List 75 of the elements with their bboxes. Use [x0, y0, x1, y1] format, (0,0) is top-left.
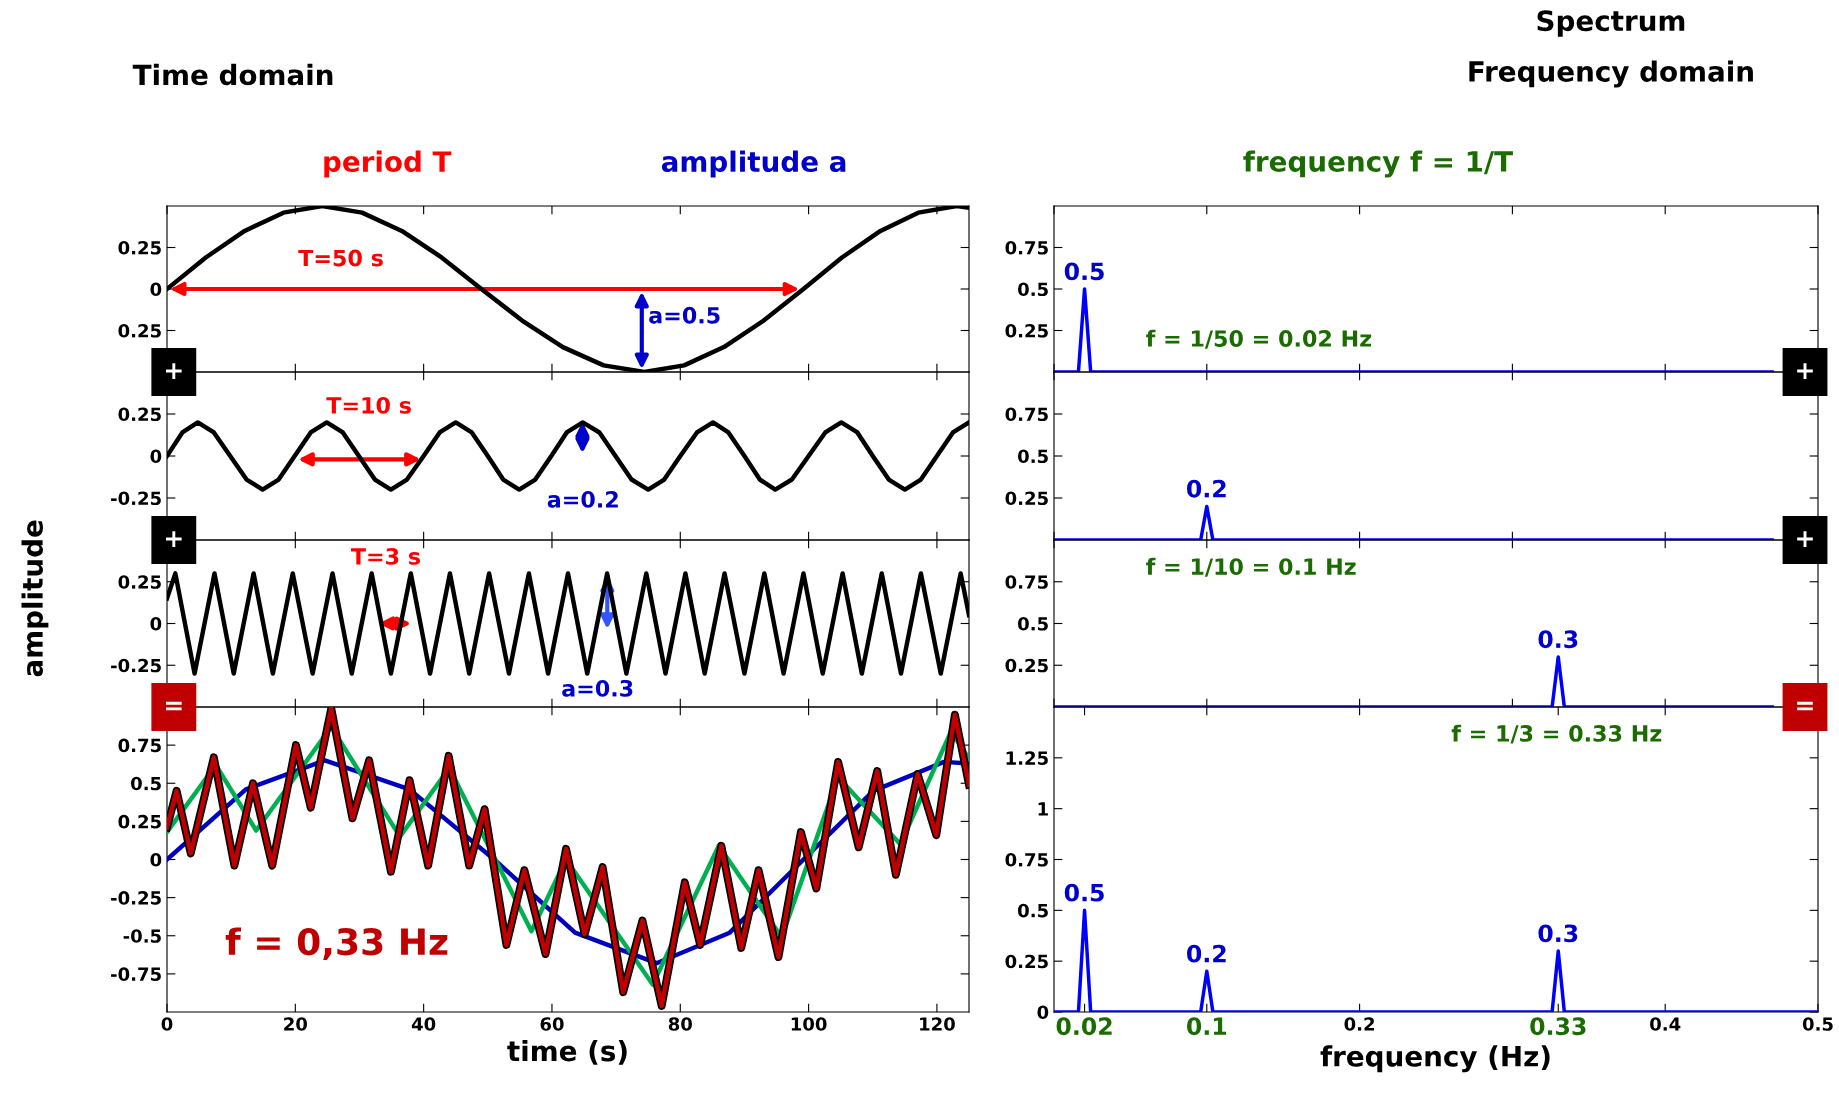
x-tick-label: 20: [284, 1017, 308, 1031]
annotation: T=10 s: [326, 396, 411, 414]
y-tick-label: 0.5: [1018, 903, 1048, 918]
annotation: a=0.5: [649, 306, 720, 324]
chart-title: Time domain: [132, 63, 333, 86]
annotation: 0.2: [1187, 479, 1226, 498]
annotation: f = 1/50 = 0.02 Hz: [1146, 329, 1372, 349]
x-tick-label: 0.02: [1056, 1017, 1112, 1036]
annotation: +: [1797, 363, 1813, 379]
annotation: +: [1797, 531, 1813, 547]
annotation: =: [165, 701, 182, 711]
annotation: 0.5: [1064, 883, 1104, 902]
y-tick-label: -0.5: [123, 929, 161, 943]
x-tick-label: 0.4: [1650, 1017, 1681, 1031]
x-tick-label: 0: [161, 1017, 173, 1031]
y-tick-label: 1: [1038, 802, 1048, 816]
x-axis-title: time (s): [507, 1039, 627, 1065]
annotation: T=3 s: [350, 548, 420, 565]
y-tick-label: 0.75: [1005, 852, 1048, 867]
x-tick-label: 80: [668, 1017, 692, 1031]
y-tick-label: 0.25: [118, 407, 161, 422]
x-tick-label: 0.33: [1530, 1017, 1586, 1036]
annotation: +: [165, 531, 182, 547]
annotation: T=50 s: [298, 249, 383, 267]
y-tick-label: -0.75: [111, 967, 161, 981]
y-tick-label: 0: [150, 852, 162, 867]
chart-title: Spectrum: [1537, 10, 1685, 37]
annotation: f = 1/3 = 0.33 Hz: [1451, 724, 1662, 744]
annotation: +: [165, 363, 182, 379]
x-tick-label: 40: [411, 1017, 436, 1031]
y-tick-label: 0.25: [118, 323, 161, 338]
y-tick-label: 0.5: [1018, 449, 1048, 464]
text: frequency f = 1/T: [1243, 150, 1513, 178]
x-tick-label: 120: [920, 1017, 955, 1031]
x-tick-label: 0.5: [1802, 1017, 1833, 1031]
x-tick-label: 0.2: [1344, 1017, 1375, 1031]
y-tick-label: -0.25: [111, 891, 161, 905]
text: amplitude a: [661, 150, 846, 178]
y-axis-title: amplitude: [21, 520, 49, 677]
y-tick-label: 0: [150, 616, 162, 631]
y-tick-label: 0: [1037, 1005, 1049, 1020]
text: period T: [324, 150, 452, 178]
y-tick-label: 0.75: [1005, 240, 1048, 255]
y-tick-label: 0.25: [1005, 954, 1048, 969]
x-tick-label: 60: [540, 1017, 564, 1031]
y-tick-label: -0.25: [111, 658, 161, 673]
annotation: f = 0,33 Hz: [225, 927, 448, 960]
annotation: 0.3: [1538, 630, 1578, 649]
y-tick-label: 1.25: [1006, 751, 1048, 765]
y-tick-label: 0.5: [131, 776, 161, 791]
annotation: f = 1/10 = 0.1 Hz: [1146, 557, 1356, 577]
x-tick-label: 0.1: [1187, 1017, 1227, 1036]
y-tick-label: 0.25: [118, 240, 161, 255]
y-tick-label: 0.75: [118, 738, 161, 753]
y-tick-label: 0: [150, 282, 162, 297]
y-tick-label: 0.25: [1005, 658, 1048, 673]
y-tick-label: 0.5: [1018, 616, 1048, 631]
x-tick-label: 100: [791, 1017, 827, 1031]
annotation: a=0.2: [547, 491, 618, 508]
y-tick-label: 0.25: [118, 814, 161, 829]
annotation: a=0.3: [562, 679, 633, 697]
y-tick-label: -0.25: [111, 491, 161, 506]
annotation: 0.5: [1064, 262, 1104, 281]
y-tick-label: 0.75: [1005, 575, 1048, 589]
x-axis-title: frequency (Hz): [1320, 1045, 1550, 1073]
annotation: =: [1797, 701, 1813, 711]
y-tick-label: 0.5: [1018, 282, 1048, 297]
annotation: 0.2: [1187, 944, 1226, 963]
y-tick-label: 0.75: [1005, 407, 1048, 422]
y-tick-label: 0: [150, 449, 162, 464]
chart-subtitle: Frequency domain: [1469, 60, 1753, 88]
y-tick-label: 0.25: [1005, 323, 1048, 338]
y-tick-label: 0.25: [1005, 491, 1048, 506]
y-tick-label: 0.25: [118, 575, 161, 589]
annotation: 0.3: [1538, 924, 1578, 943]
